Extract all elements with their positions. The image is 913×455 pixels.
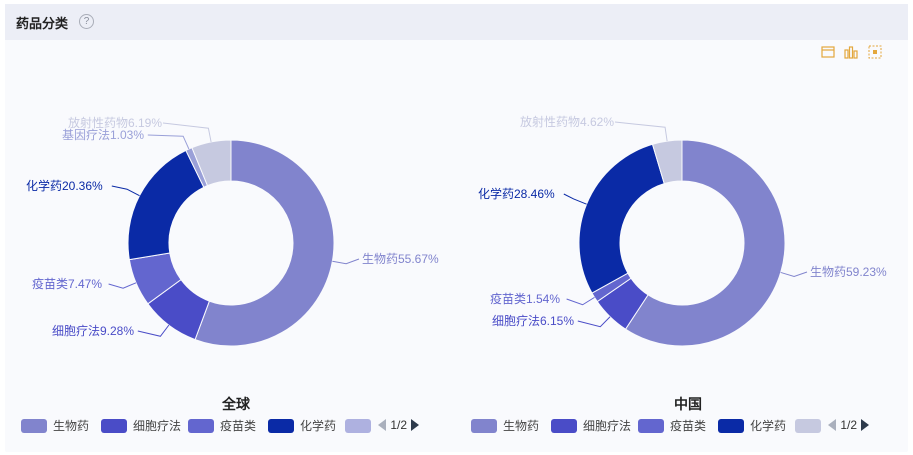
donut-slice[interactable] (127, 149, 205, 261)
panel-title: 药品分类 (16, 16, 69, 31)
slice-label: 疫苗类7.47% (32, 276, 102, 291)
legend-china: 生物药 细胞疗法 疫苗类 化学药 1/2 (455, 417, 908, 435)
legend-item[interactable]: 疫苗类 (638, 417, 706, 435)
label-leader-line (108, 282, 137, 289)
slice-label: 化学药20.36% (26, 178, 103, 193)
legend-swatch (638, 418, 664, 433)
label-leader-line (147, 134, 190, 150)
slice-label: 细胞疗法9.28% (52, 324, 134, 338)
slice-label: 疫苗类1.54% (490, 291, 560, 306)
legend-item[interactable]: 生物药 (471, 417, 539, 435)
data-view-icon[interactable] (820, 44, 836, 60)
slice-label: 细胞疗法6.15% (492, 314, 574, 328)
page-next-icon[interactable] (410, 418, 420, 432)
legend-label: 化学药 (750, 419, 787, 433)
page-prev-icon[interactable] (827, 418, 837, 432)
legend-label: 细胞疗法 (583, 419, 632, 433)
legend-label: 化学药 (300, 419, 337, 433)
slice-label: 放射性药物6.19% (68, 115, 162, 130)
label-leader-line (780, 271, 808, 277)
slice-label: 生物药55.67% (362, 252, 439, 266)
legend-swatch (21, 418, 47, 433)
bar-chart-icon[interactable] (843, 44, 859, 60)
slice-label: 生物药59.23% (810, 265, 887, 279)
legend-swatch (188, 418, 214, 433)
legend-swatch (268, 418, 294, 433)
donut-slice[interactable] (191, 139, 232, 187)
legend-item[interactable]: 疫苗类 (188, 417, 256, 435)
page-indicator: 1/2 (387, 417, 411, 432)
label-leader-line (162, 122, 212, 143)
donut-slice[interactable] (194, 139, 335, 347)
label-leader-line (137, 324, 170, 337)
legend-swatch (718, 418, 744, 433)
chart-canvas: 生物药55.67% 细胞疗法9.28% 疫苗类7.47% 化学药20.36% 基因疗法1… (26, 114, 887, 412)
legend-swatch-partial (345, 419, 371, 433)
legend-swatch-partial (795, 419, 821, 433)
label-leader-line (577, 316, 611, 328)
donut-slice[interactable] (624, 139, 786, 347)
help-icon[interactable]: ? (79, 14, 94, 29)
panel-header: 药品分类 ? (5, 4, 908, 40)
slice-label: 化学药28.46% (478, 186, 555, 201)
legend-item[interactable]: 生物药 (21, 417, 89, 435)
label-leader-line (566, 296, 595, 306)
legend-swatch (101, 418, 127, 433)
legend-pager: 1/2 (827, 417, 870, 435)
legend-item[interactable]: 细胞疗法 (101, 417, 181, 435)
slice-label: 基因疗法1.03% (62, 128, 144, 142)
label-leader-line (563, 193, 587, 205)
page-prev-icon[interactable] (377, 418, 387, 432)
chart-title: 中国 (674, 396, 702, 412)
donut-slice[interactable] (651, 139, 683, 185)
restore-icon[interactable] (867, 44, 883, 60)
legend-label: 细胞疗法 (133, 419, 182, 433)
legend-swatch (471, 418, 497, 433)
legend-pager: 1/2 (377, 417, 420, 435)
slice-label: 放射性药物4.62% (520, 114, 614, 129)
legend-item[interactable]: 化学药 (268, 417, 336, 435)
label-leader-line (111, 185, 140, 197)
donut-slice[interactable] (578, 143, 665, 294)
page-indicator: 1/2 (837, 417, 861, 432)
label-leader-line (332, 258, 360, 265)
label-leader-line (614, 121, 668, 142)
legend-label: 生物药 (503, 419, 540, 433)
panel: 药品分类 ? 生物药55.67% 细胞疗法9.28% 疫苗类7.47% 化学药20.3… (5, 4, 908, 452)
legend-swatch (551, 418, 577, 433)
legend-item[interactable]: 化学药 (718, 417, 786, 435)
legend-item[interactable]: 细胞疗法 (551, 417, 631, 435)
legend-global: 生物药 细胞疗法 疫苗类 化学药 1/2 (5, 417, 455, 435)
chart-title: 全球 (221, 396, 251, 412)
page-next-icon[interactable] (860, 418, 870, 432)
legend-label: 生物药 (53, 419, 90, 433)
legend-label: 疫苗类 (220, 419, 257, 433)
legend-label: 疫苗类 (670, 419, 707, 433)
